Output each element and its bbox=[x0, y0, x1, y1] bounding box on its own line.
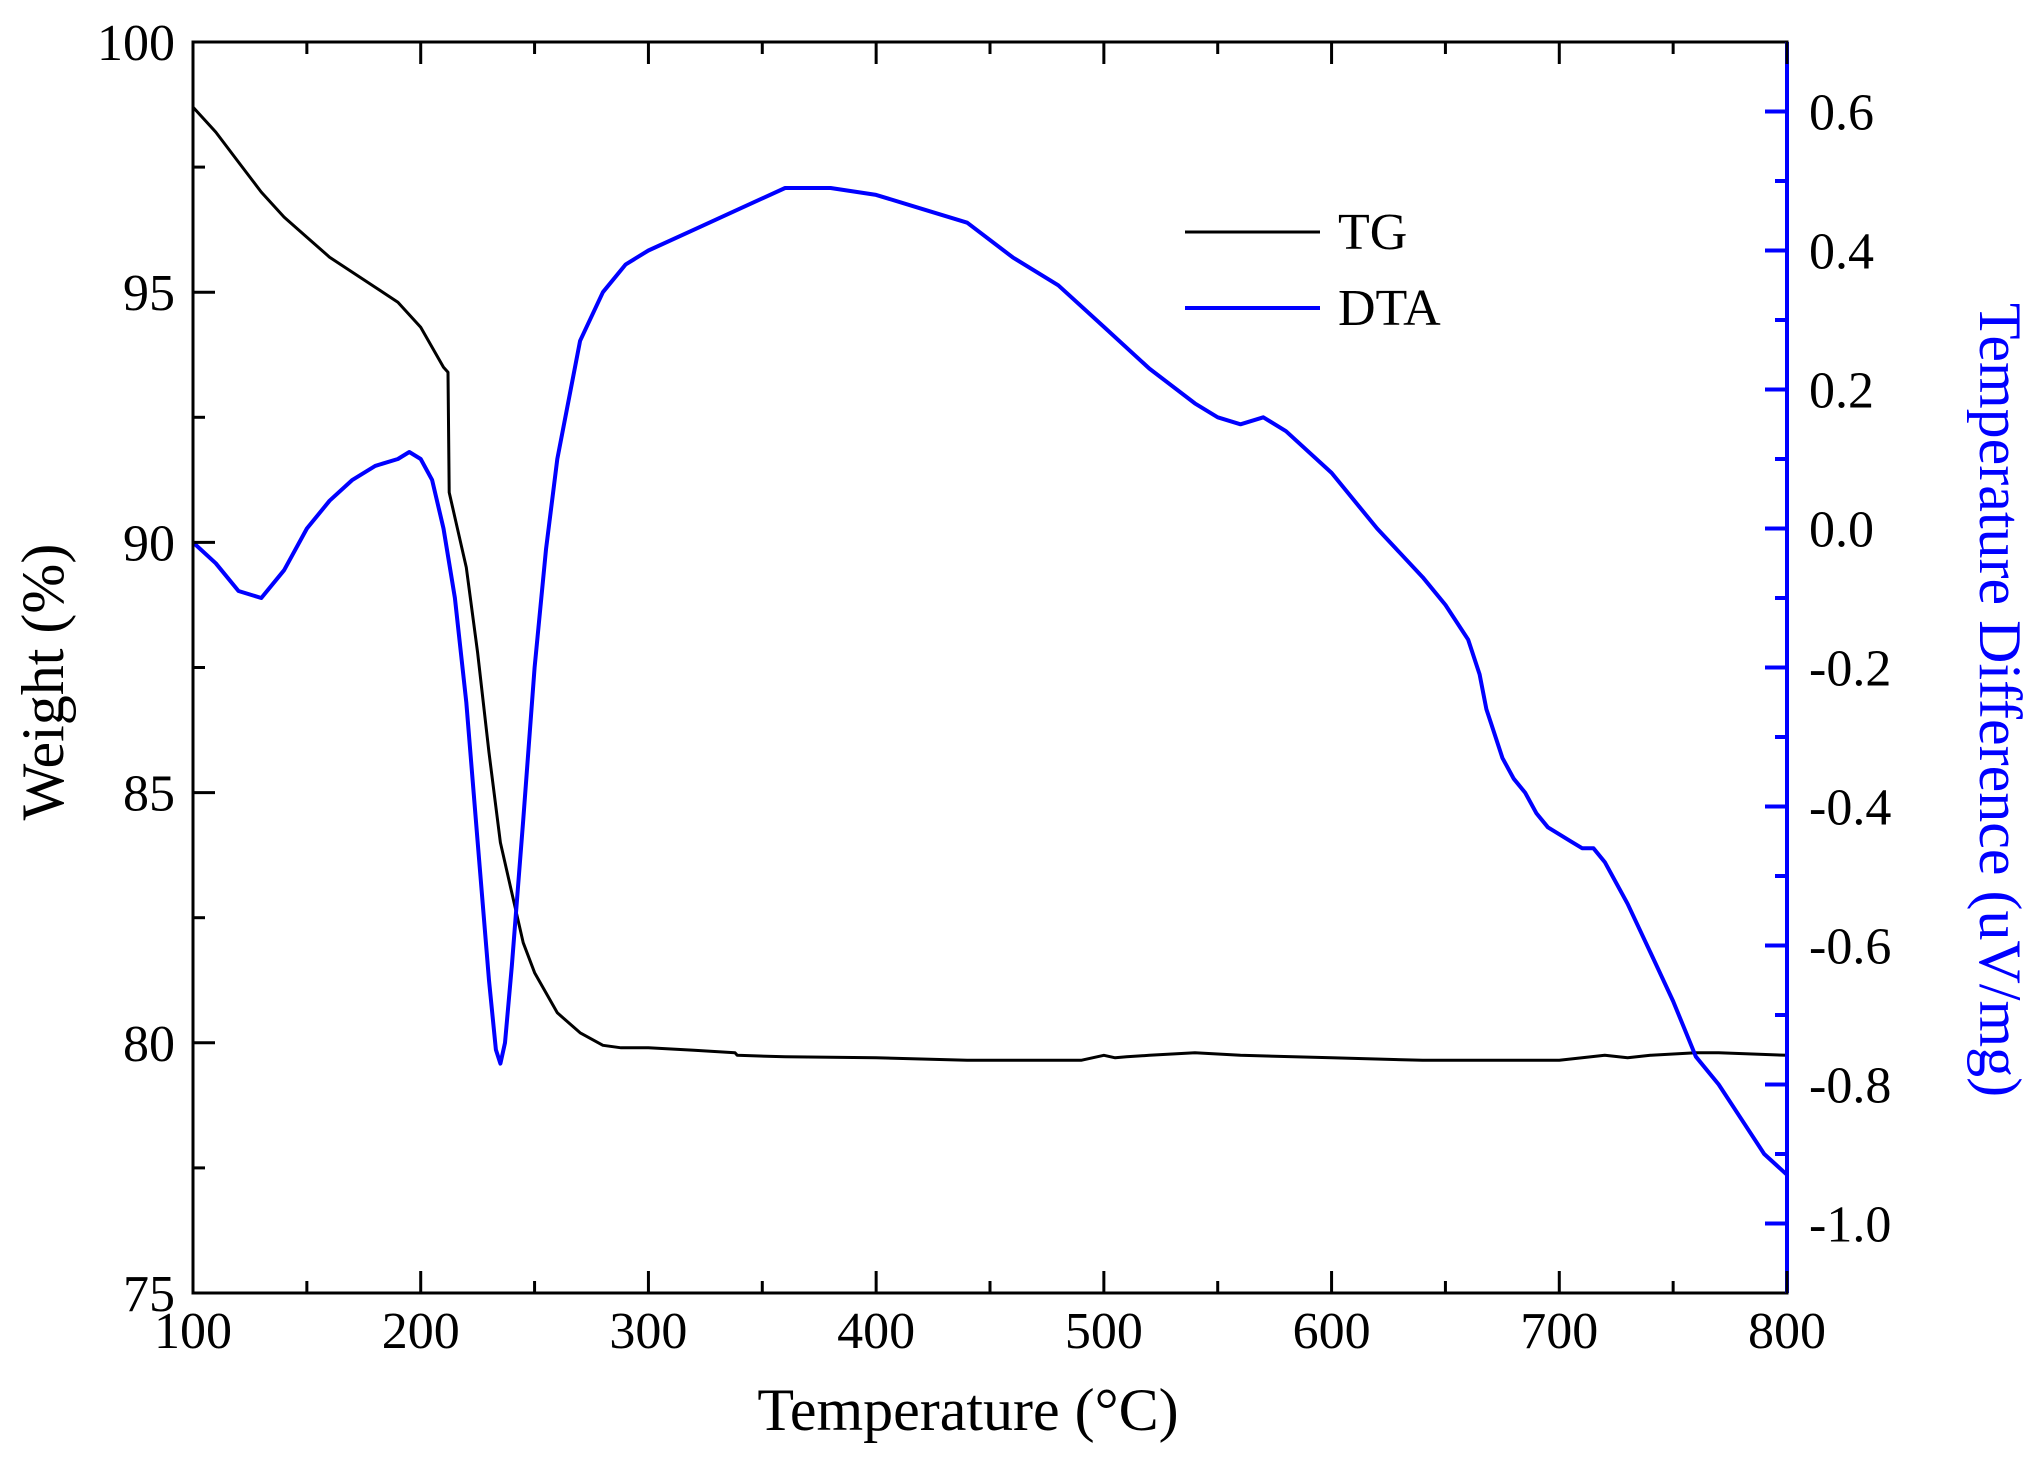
x-tick-label: 400 bbox=[837, 1303, 915, 1360]
x-tick-label: 100 bbox=[154, 1303, 232, 1360]
x-tick-label: 500 bbox=[1065, 1303, 1143, 1360]
series-line-dta bbox=[191, 186, 1789, 1177]
legend-dta-label: DTA bbox=[1338, 280, 1441, 337]
x-tick-label: 200 bbox=[382, 1303, 460, 1360]
y-right-tick-label: -0.4 bbox=[1809, 780, 1891, 837]
x-tick-label: 600 bbox=[1293, 1303, 1371, 1360]
y-right-tick-label: -0.6 bbox=[1809, 919, 1891, 976]
y-right-tick-label: 0.0 bbox=[1809, 502, 1874, 559]
y-left-axis-title: Weight (%) bbox=[10, 544, 76, 821]
y-right-tick-label: -1.0 bbox=[1809, 1197, 1891, 1254]
y-left-tick-label: 75 bbox=[123, 1266, 175, 1323]
y-left-tick-label: 80 bbox=[123, 1016, 175, 1073]
y-left-tick-label: 90 bbox=[123, 515, 175, 572]
plot-frame bbox=[191, 40, 1789, 1295]
y-right-tick-label: 0.2 bbox=[1809, 363, 1874, 420]
y-right-tick-label: -0.2 bbox=[1809, 641, 1891, 698]
y-right-tick-label: 0.4 bbox=[1809, 224, 1874, 281]
y-left-tick-label: 85 bbox=[123, 766, 175, 823]
x-tick-label: 300 bbox=[609, 1303, 687, 1360]
legend-tg-label: TG bbox=[1338, 204, 1407, 261]
y-left-tick-label: 100 bbox=[97, 15, 175, 72]
y-left-tick-label: 95 bbox=[123, 265, 175, 322]
series-line-tg bbox=[191, 106, 1788, 1062]
y-right-axis-title: Temperature Difference (uV/mg) bbox=[1967, 303, 2033, 1097]
x-tick-label: 700 bbox=[1520, 1303, 1598, 1360]
x-axis-title: Temperature (°C) bbox=[757, 1377, 1178, 1443]
legend: TG DTA bbox=[1185, 204, 1441, 337]
y-right-tick-label: -0.8 bbox=[1809, 1058, 1891, 1115]
x-tick-label: 800 bbox=[1748, 1303, 1826, 1360]
y-right-tick-label: 0.6 bbox=[1809, 85, 1874, 142]
